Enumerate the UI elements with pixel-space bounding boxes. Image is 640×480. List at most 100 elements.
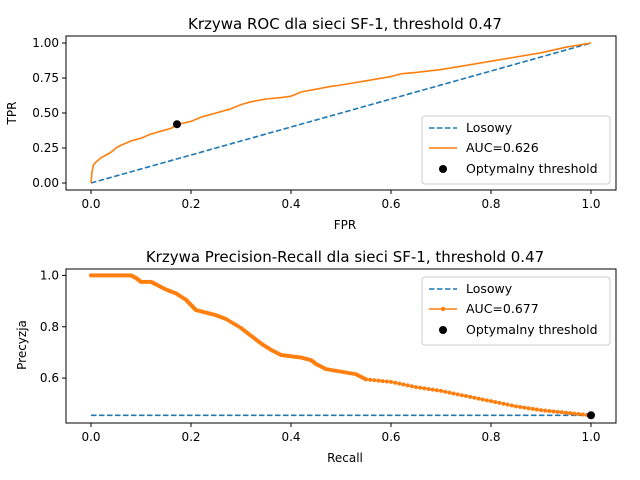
pr-auc-point <box>459 393 464 398</box>
roc-chart: Krzywa ROC dla sieci SF-1, threshold 0.4… <box>5 15 617 232</box>
pr-auc-point <box>364 377 368 382</box>
pr-y-axis-label: Precyzja <box>15 320 29 370</box>
pr-chart: Krzywa Precision-Recall dla sieci SF-1, … <box>15 248 617 465</box>
roc-x-tick-label: 0.2 <box>181 197 200 211</box>
pr-auc-point <box>543 408 548 413</box>
pr-legend-threshold-swatch <box>439 326 447 334</box>
pr-auc-point <box>539 408 543 413</box>
pr-x-tick-label: 1.0 <box>581 430 600 444</box>
pr-auc-point <box>376 378 381 383</box>
pr-legend-box <box>421 276 611 346</box>
pr-auc-point <box>480 397 485 402</box>
pr-auc-point <box>514 404 518 409</box>
pr-auc-point <box>393 380 398 385</box>
roc-ticks: 0.0 0.2 0.4 0.6 0.8 1.0 0.00 0.25 0.50 0.75 1.00 <box>32 36 600 211</box>
roc-auc-line <box>90 42 592 184</box>
roc-legend-box <box>421 115 611 185</box>
pr-auc-point <box>493 400 498 405</box>
roc-legend-losowy-label: Losowy <box>466 120 513 135</box>
pr-auc-point <box>389 379 393 384</box>
pr-auc-point <box>430 387 435 392</box>
pr-auc-point <box>414 385 418 390</box>
pr-auc-point <box>472 395 477 400</box>
pr-x-tick-label: 0.2 <box>181 430 200 444</box>
pr-x-axis-label: Recall <box>327 451 363 465</box>
pr-y-tick-label: 0.8 <box>40 320 59 334</box>
pr-auc-point <box>530 406 535 411</box>
pr-optimal-threshold-point <box>587 411 595 420</box>
pr-auc-point <box>505 402 510 407</box>
pr-x-tick-label: 0.6 <box>381 430 400 444</box>
pr-auc-point <box>447 390 452 395</box>
pr-auc-point <box>476 396 481 401</box>
roc-y-axis-label: TPR <box>5 102 19 126</box>
pr-auc-point <box>422 386 427 391</box>
pr-auc-point <box>559 410 564 415</box>
pr-auc-point <box>434 388 439 393</box>
pr-auc-point <box>576 412 581 417</box>
pr-auc-point <box>484 398 489 403</box>
pr-auc-point <box>409 384 414 389</box>
roc-y-tick-label: 0.50 <box>32 106 59 120</box>
roc-legend: Losowy AUC=0.626 Optymalny threshold <box>421 115 611 185</box>
pr-auc-point <box>397 381 402 386</box>
roc-x-tick-label: 1.0 <box>581 197 600 211</box>
pr-x-tick-label: 0.0 <box>81 430 100 444</box>
roc-y-tick-label: 0.25 <box>32 141 59 155</box>
pr-auc-point <box>426 386 431 391</box>
pr-legend-losowy-label: Losowy <box>466 281 513 296</box>
roc-legend-threshold-label: Optymalny threshold <box>466 161 598 176</box>
roc-optimal-threshold-point <box>173 120 181 129</box>
pr-y-tick-label: 1.0 <box>40 268 59 282</box>
pr-auc-point <box>468 394 473 399</box>
pr-chart-title: Krzywa Precision-Recall dla sieci SF-1, … <box>146 248 544 266</box>
pr-auc-point <box>418 385 423 390</box>
pr-auc-point <box>439 388 443 393</box>
roc-x-tick-label: 0.8 <box>481 197 500 211</box>
pr-auc-point <box>489 399 493 404</box>
pr-auc-point <box>572 411 577 416</box>
pr-x-tick-label: 0.8 <box>481 430 500 444</box>
pr-auc-point <box>568 411 573 416</box>
pr-auc-point <box>564 410 568 415</box>
pr-auc-point <box>497 400 502 405</box>
pr-legend: Losowy AUC=0.677 Optymalny threshold <box>421 276 611 346</box>
pr-auc-point <box>464 394 468 399</box>
roc-legend-threshold-swatch <box>439 165 447 173</box>
pr-auc-point <box>522 405 527 410</box>
pr-auc-point <box>384 379 389 384</box>
roc-x-tick-label: 0.0 <box>81 197 100 211</box>
pr-auc-point <box>380 379 385 384</box>
pr-auc-point <box>401 382 406 387</box>
pr-auc-point <box>368 377 373 382</box>
pr-ticks: 0.0 0.2 0.4 0.6 0.8 1.0 0.6 0.8 1.0 <box>40 268 601 444</box>
pr-auc-point <box>518 404 523 409</box>
roc-chart-title: Krzywa ROC dla sieci SF-1, threshold 0.4… <box>188 15 502 33</box>
roc-y-tick-label: 0.75 <box>32 71 59 85</box>
pr-legend-threshold-label: Optymalny threshold <box>466 322 598 337</box>
pr-auc-point <box>372 378 377 383</box>
pr-auc-point <box>580 412 585 417</box>
pr-y-tick-label: 0.6 <box>40 371 59 385</box>
pr-auc-point <box>534 407 539 412</box>
roc-y-tick-label: 0.00 <box>32 176 59 190</box>
pr-plot-frame <box>65 268 617 424</box>
pr-auc-point <box>501 401 506 406</box>
pr-auc-point <box>455 392 460 397</box>
pr-auc-point <box>526 406 531 411</box>
roc-legend-auc-label: AUC=0.626 <box>466 140 539 155</box>
pr-auc-point <box>509 403 514 408</box>
pr-series-group <box>89 273 595 420</box>
pr-auc-point <box>551 409 556 414</box>
pr-auc-point <box>451 391 456 396</box>
roc-series-group <box>90 42 592 184</box>
roc-losowy-line <box>90 42 592 184</box>
roc-x-tick-label: 0.4 <box>281 197 300 211</box>
roc-x-axis-label: FPR <box>334 218 356 232</box>
pr-legend-auc-label: AUC=0.677 <box>466 301 539 316</box>
pr-auc-point <box>443 389 448 394</box>
pr-auc-point <box>547 409 552 414</box>
pr-auc-point <box>405 383 410 388</box>
